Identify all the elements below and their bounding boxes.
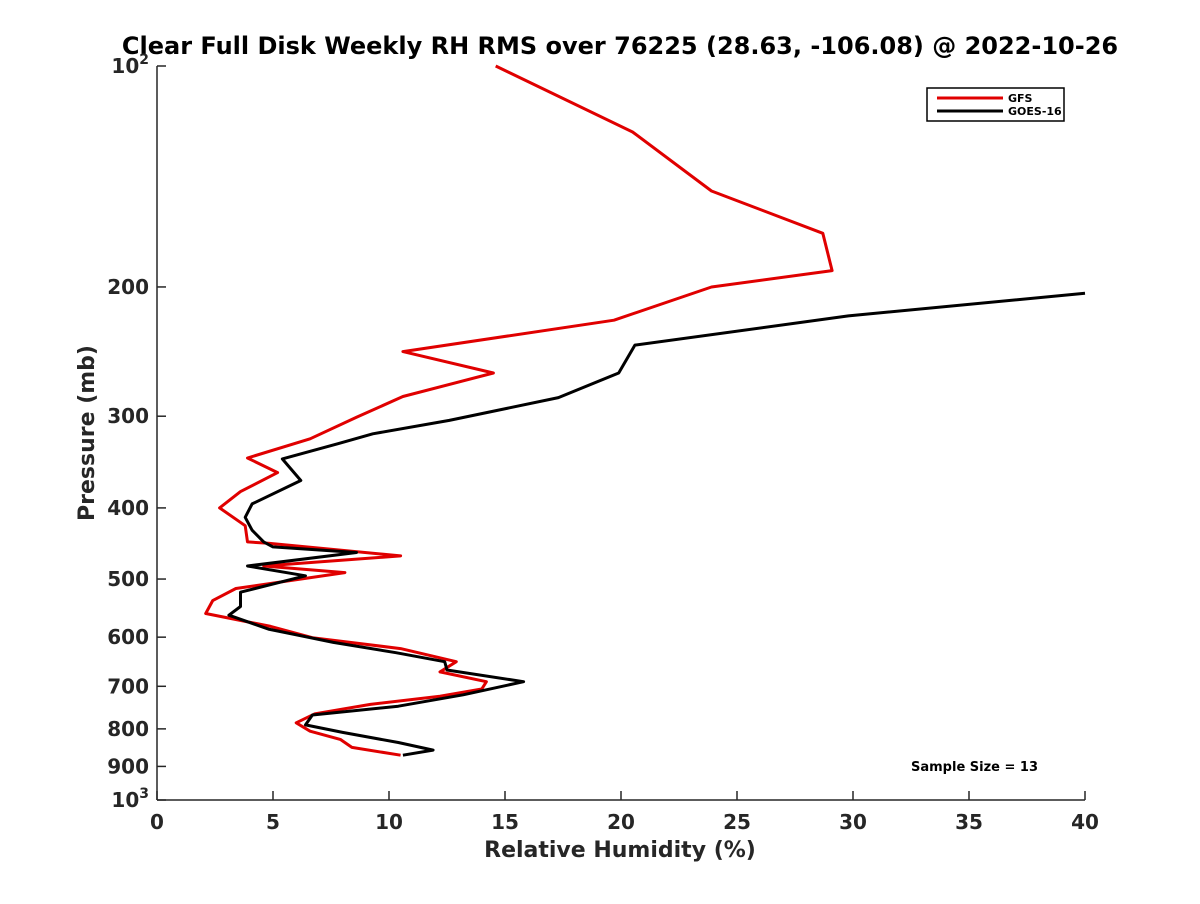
axes: 0 5 10 15 20 25 30 35 40 102 200 300 400 500 600 700 800…: [107, 52, 1099, 834]
y-tick-label: 500: [107, 567, 149, 591]
x-tick-label: 10: [375, 810, 403, 834]
x-tick-label: 0: [150, 810, 164, 834]
y-tick-label: 300: [107, 404, 149, 428]
y-axis-label: Pressure (mb): [75, 345, 100, 521]
sample-size-annotation: Sample Size = 13: [911, 760, 1038, 775]
legend-label-gfs: GFS: [1008, 92, 1033, 105]
series-line-gfs: [204, 64, 834, 757]
legend-box: [926, 87, 1065, 122]
legend-label-goes16: GOES-16: [1008, 105, 1062, 118]
x-tick-label: 40: [1071, 810, 1099, 834]
y-tick-label: 900: [107, 754, 149, 778]
series-layer: [204, 64, 1086, 757]
y-tick-label: 103: [111, 786, 149, 812]
x-tick-label: 35: [955, 810, 983, 834]
y-tick-label: 800: [107, 717, 149, 741]
y-tick-label: 700: [107, 674, 149, 698]
y-tick-label: 400: [107, 496, 149, 520]
x-tick-label: 30: [839, 810, 867, 834]
x-axis-label: Relative Humidity (%): [484, 838, 756, 863]
chart-title: Clear Full Disk Weekly RH RMS over 76225…: [122, 32, 1118, 60]
y-tick-label: 200: [107, 275, 149, 299]
x-tick-label: 20: [607, 810, 635, 834]
y-tick-label: 600: [107, 625, 149, 649]
x-tick-label: 5: [266, 810, 280, 834]
x-tick-label: 25: [723, 810, 751, 834]
legend: GFS GOES-16: [926, 87, 1065, 122]
y-tick-label: 102: [111, 52, 149, 78]
series-line-goes16: [227, 291, 1086, 757]
x-tick-label: 15: [491, 810, 519, 834]
